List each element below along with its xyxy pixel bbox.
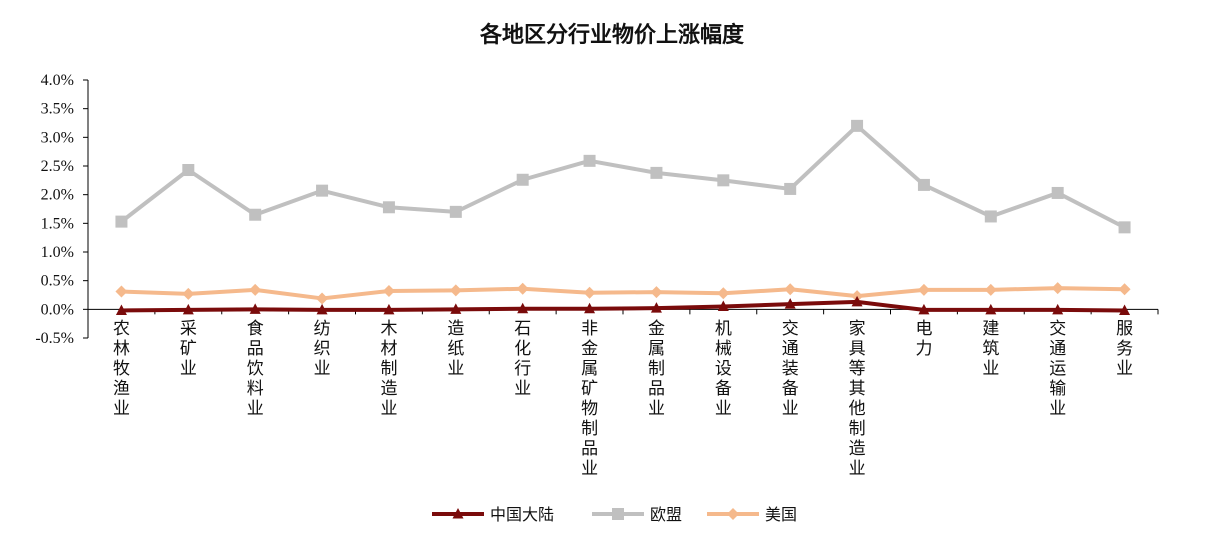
data-point-square [650, 166, 663, 179]
data-point-triangle [249, 303, 261, 314]
data-point-triangle [650, 302, 662, 313]
category-label: 纺织业 [314, 319, 331, 379]
category-label: 家具等其他制造业 [849, 319, 866, 479]
category-label: 交通装备业 [782, 319, 799, 419]
data-point-triangle [450, 303, 462, 314]
series-0 [115, 295, 1131, 315]
y-tick-labels: -0.5% 0.0% 0.5% 1.0% 1.5% 2.0% 2.5% 3.0% 3.5% 4.0… [35, 72, 74, 347]
data-point-diamond [249, 283, 262, 296]
y-tick-label: 0.5% [41, 273, 74, 290]
y-tick-label: 2.5% [41, 158, 74, 175]
category-labels: 农林牧渔业 采矿业 食品饮料业 纺织业 木材制造业 造纸业 石化行业 非金属矿物制品业 金属制品… [113, 319, 1133, 479]
series-1 [115, 119, 1131, 234]
data-point-diamond [784, 283, 797, 296]
category-label: 食品饮料业 [247, 319, 264, 419]
y-tick-label: -0.5% [35, 330, 74, 347]
data-point-diamond [583, 286, 596, 299]
data-point-triangle [584, 302, 596, 314]
series-line [121, 299, 1125, 313]
y-tick-label: 1.0% [41, 244, 74, 261]
data-point-triangle [784, 298, 796, 309]
data-point-square [516, 173, 529, 186]
category-label: 农林牧渔业 [113, 319, 130, 419]
data-point-square [115, 215, 128, 228]
data-point-square [612, 508, 624, 520]
chart-title: 各地区分行业物价上涨幅度 [479, 22, 745, 48]
y-tick-label: 3.0% [41, 129, 74, 146]
data-point-triangle [182, 303, 194, 315]
data-point-square [449, 205, 462, 218]
category-label: 服务业 [1116, 319, 1133, 379]
data-point-triangle [918, 303, 930, 315]
data-point-square [917, 178, 930, 191]
data-point-diamond [182, 287, 195, 300]
data-point-diamond [727, 508, 739, 520]
series-2 [115, 282, 1131, 305]
data-point-triangle [1052, 303, 1064, 315]
category-label: 木材制造业 [380, 319, 397, 419]
y-tick-label: 3.5% [41, 101, 74, 118]
data-point-square [851, 119, 864, 132]
data-point-diamond [717, 287, 730, 300]
series-line [120, 123, 1126, 230]
legend-item: 欧盟 [592, 505, 682, 524]
y-tick-label: 2.0% [41, 187, 74, 204]
data-point-diamond [449, 284, 462, 297]
category-label: 非金属矿物制品业 [581, 319, 598, 479]
legend-item: 美国 [707, 505, 797, 524]
legend-label: 欧盟 [650, 505, 682, 524]
data-point-square [382, 201, 395, 214]
legend: 中国大陆 欧盟 美国 [432, 505, 797, 524]
data-point-diamond [650, 286, 663, 299]
data-point-square [1051, 186, 1064, 199]
legend-label: 中国大陆 [490, 505, 554, 524]
category-label: 建筑业 [982, 319, 999, 379]
data-point-diamond [984, 283, 997, 296]
data-point-triangle [717, 300, 729, 311]
data-point-diamond [516, 282, 529, 295]
data-point-diamond [115, 285, 128, 298]
y-tick-label: 0.0% [41, 301, 74, 318]
legend-item: 中国大陆 [432, 505, 554, 524]
data-point-triangle [383, 303, 395, 315]
category-label: 机械设备业 [715, 319, 732, 419]
data-point-square [1118, 221, 1131, 234]
y-tick-label: 4.0% [41, 72, 74, 89]
data-point-triangle [452, 508, 464, 519]
category-label: 石化行业 [514, 319, 531, 399]
data-point-diamond [917, 283, 930, 296]
series-line [121, 286, 1125, 301]
y-tick-label: 1.5% [41, 215, 74, 232]
category-label: 采矿业 [180, 319, 197, 379]
category-label: 交通运输业 [1049, 319, 1066, 419]
data-point-square [316, 184, 329, 197]
data-point-triangle [316, 303, 328, 315]
data-point-square [249, 208, 262, 221]
data-point-square [784, 182, 797, 195]
data-point-triangle [517, 302, 529, 314]
data-point-triangle [115, 304, 127, 315]
data-point-diamond [1051, 282, 1064, 295]
data-point-square [717, 174, 730, 187]
category-label: 电力 [915, 319, 932, 359]
data-point-square [583, 154, 596, 167]
data-point-diamond [1118, 283, 1131, 296]
data-point-triangle [985, 303, 997, 315]
data-point-diamond [316, 292, 329, 305]
series-layer [115, 119, 1131, 315]
legend-label: 美国 [765, 505, 797, 524]
data-point-square [984, 210, 997, 223]
category-label: 金属制品业 [648, 319, 665, 419]
data-point-triangle [851, 295, 863, 307]
category-label: 造纸业 [447, 319, 464, 379]
data-point-triangle [1119, 304, 1131, 315]
data-point-square [182, 164, 195, 177]
data-point-diamond [382, 284, 395, 297]
